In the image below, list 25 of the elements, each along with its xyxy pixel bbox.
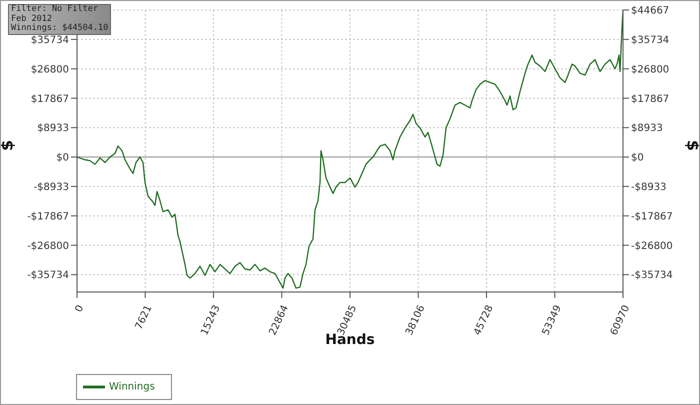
y-tick-label: $35734 [30,34,69,46]
y2-tick-label: $8933 [631,123,663,134]
y2-tick-label: -$8933 [631,182,666,193]
y-tick-label: $0 [56,152,69,164]
annotation: Winnings: $44504.10 [11,23,108,34]
y2-tick-label: $17867 [631,94,670,105]
y-tick-label: -$26800 [27,240,69,252]
annotation: Filter: No Filter [11,4,99,14]
y2-tick-label: $26800 [631,64,670,76]
y2-tick-label: -$26800 [631,240,673,252]
text: Feb 2012 [11,14,53,24]
y-tick-label: -$8933 [34,182,69,193]
y-tick-label: $26800 [30,64,69,76]
y2-tick-label: -$17867 [631,211,673,222]
x-tick-label: 0 [73,304,86,314]
y2-tick-label: $0 [631,152,644,164]
x-tick-label: 7621 [134,304,154,332]
y-tick-label: $8933 [37,123,69,134]
y-tick-label: $17867 [30,94,69,105]
y2-tick-label: $44667 [631,6,670,17]
y-tick-label: -$17867 [27,211,69,222]
y2-tick-label: $35734 [631,34,670,46]
y-tick-label: -$35734 [27,270,69,282]
legend-label: Winnings [109,382,155,393]
y2-tick-label: -$35734 [631,270,673,282]
